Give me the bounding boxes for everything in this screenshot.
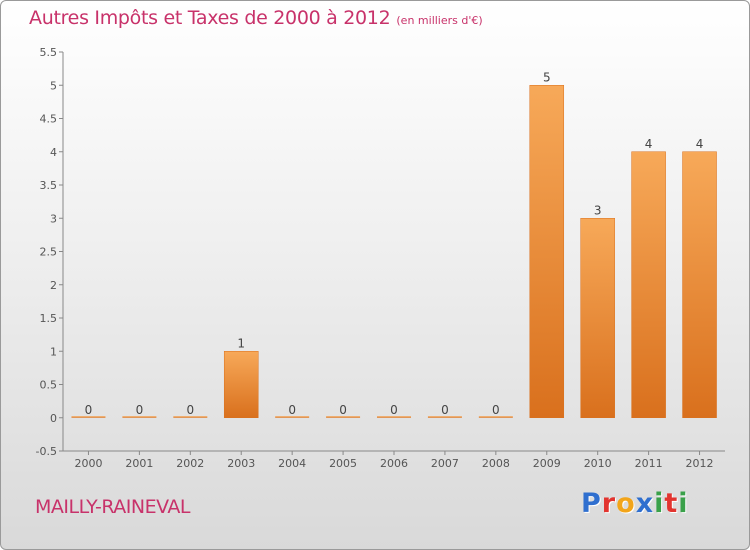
- y-tick-label: 2.5: [40, 246, 58, 259]
- data-label: 0: [492, 403, 500, 417]
- logo-letter: P: [581, 488, 602, 519]
- chart-title: Autres Impôts et Taxes de 2000 à 2012 (en…: [29, 7, 483, 29]
- y-tick-label: 5.5: [40, 46, 58, 59]
- bar: [478, 416, 513, 418]
- bar: [275, 416, 310, 418]
- chart-title-main: Autres Impôts et Taxes de 2000 à 2012: [29, 7, 391, 29]
- x-tick-label: 2006: [380, 457, 408, 470]
- data-label: 0: [288, 403, 296, 417]
- x-tick-label: 2004: [278, 457, 306, 470]
- commune-name: MAILLY-RAINEVAL: [35, 496, 190, 518]
- logo-letter: i: [654, 488, 665, 519]
- bar: [529, 85, 565, 418]
- data-label: 4: [696, 137, 704, 151]
- bar: [173, 416, 208, 418]
- x-tick-label: 2012: [686, 457, 714, 470]
- bar: [682, 151, 717, 418]
- bar: [427, 416, 462, 418]
- data-label: 0: [85, 403, 93, 417]
- x-tick-label: 2003: [227, 457, 255, 470]
- data-label: 0: [339, 403, 347, 417]
- y-tick-label: 3: [50, 212, 57, 225]
- data-label: 5: [543, 70, 551, 84]
- x-tick-label: 2000: [74, 457, 102, 470]
- bar: [580, 218, 615, 418]
- proxiti-logo: Proxiti: [581, 488, 689, 519]
- y-tick-label: 5: [50, 79, 57, 92]
- x-tick-label: 2009: [533, 457, 561, 470]
- data-label: 0: [441, 403, 449, 417]
- logo-letter: x: [635, 488, 655, 519]
- x-tick-label: 2011: [635, 457, 663, 470]
- x-tick-label: 2008: [482, 457, 510, 470]
- data-label: 0: [186, 403, 194, 417]
- y-tick-label: 0: [50, 412, 57, 425]
- x-tick-label: 2005: [329, 457, 357, 470]
- bar: [223, 351, 259, 418]
- chart-title-unit: (en milliers d'€): [396, 14, 483, 27]
- data-label: 0: [136, 403, 144, 417]
- bar: [122, 416, 157, 418]
- logo-letter: r: [601, 488, 617, 519]
- bar: [631, 151, 666, 418]
- y-tick-label: -0.5: [36, 445, 57, 458]
- x-tick-label: 2007: [431, 457, 459, 470]
- bar: [71, 416, 106, 418]
- y-tick-label: 1.5: [40, 312, 58, 325]
- data-label: 0: [390, 403, 398, 417]
- y-tick-label: 1: [50, 345, 57, 358]
- bar: [377, 416, 411, 418]
- logo-letter: o: [616, 488, 636, 519]
- y-tick-label: 3.5: [40, 179, 58, 192]
- y-tick-label: 4: [50, 146, 57, 159]
- bar: [326, 416, 361, 418]
- data-label: 4: [645, 137, 653, 151]
- data-label: 1: [237, 336, 245, 350]
- data-label: 3: [594, 203, 602, 217]
- logo-letter: i: [678, 488, 689, 519]
- y-tick-label: 2: [50, 279, 57, 292]
- x-tick-label: 2002: [176, 457, 204, 470]
- y-tick-label: 0.5: [40, 379, 58, 392]
- logo-letter: t: [664, 488, 679, 519]
- x-tick-label: 2001: [125, 457, 153, 470]
- x-tick-label: 2010: [584, 457, 612, 470]
- y-tick-label: 4.5: [40, 113, 58, 126]
